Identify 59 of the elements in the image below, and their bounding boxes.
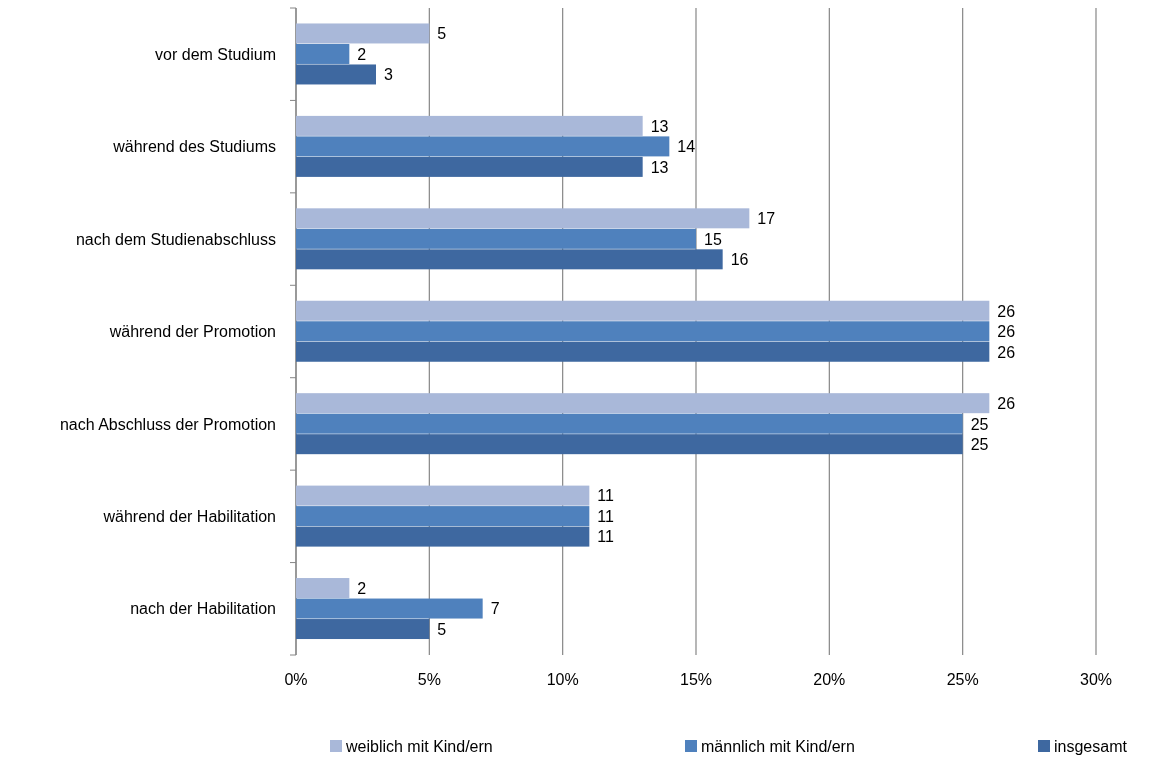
bar xyxy=(296,598,483,619)
data-label: 16 xyxy=(730,251,749,269)
data-label: 13 xyxy=(650,158,669,176)
data-label: 11 xyxy=(597,507,615,525)
bar xyxy=(296,434,963,455)
data-label: 3 xyxy=(384,66,393,84)
bar xyxy=(296,485,590,506)
bar xyxy=(296,208,750,229)
data-label: 7 xyxy=(490,600,500,618)
x-tick-label: 25% xyxy=(946,671,979,688)
bar xyxy=(296,228,696,249)
y-tick-label: während des Studiums xyxy=(112,138,276,156)
data-label: 13 xyxy=(650,117,669,135)
data-label: 17 xyxy=(757,210,776,228)
bar xyxy=(296,526,590,547)
data-label: 2 xyxy=(357,45,367,63)
bar xyxy=(296,321,990,342)
bar xyxy=(296,136,670,157)
data-label: 5 xyxy=(437,620,447,638)
y-tick-label: vor dem Studium xyxy=(155,45,276,63)
data-label: 11 xyxy=(597,487,615,505)
data-label: 26 xyxy=(997,323,1016,341)
y-tick-label: nach dem Studienabschluss xyxy=(75,230,276,248)
bar xyxy=(296,156,643,177)
bar xyxy=(296,578,350,599)
data-label: 25 xyxy=(970,436,989,454)
data-label: 11 xyxy=(597,528,615,546)
bar xyxy=(296,393,990,414)
bar xyxy=(296,300,990,321)
bar xyxy=(296,506,590,527)
data-label: 2 xyxy=(357,579,367,597)
x-tick-label: 5% xyxy=(417,671,441,688)
data-label: 26 xyxy=(997,343,1016,361)
y-tick-label: während der Promotion xyxy=(108,323,276,341)
data-label: 25 xyxy=(970,415,989,433)
legend-label: insgesamt xyxy=(1054,738,1128,755)
data-label: 26 xyxy=(997,302,1016,320)
data-label: 26 xyxy=(997,395,1016,413)
y-tick-label: nach Abschluss der Promotion xyxy=(59,415,276,433)
legend-label: männlich mit Kind/ern xyxy=(701,738,855,755)
data-label: 15 xyxy=(704,230,722,248)
data-label: 5 xyxy=(437,25,447,43)
x-tick-label: 30% xyxy=(1079,671,1113,688)
bar xyxy=(296,23,430,44)
legend-label: weiblich mit Kind/ern xyxy=(345,738,493,755)
y-tick-label: während der Habilitation xyxy=(102,507,276,525)
x-tick-label: 20% xyxy=(813,671,846,688)
y-tick-label: nach der Habilitation xyxy=(130,600,276,618)
bar xyxy=(296,413,963,434)
x-tick-label: 15% xyxy=(679,671,713,688)
x-tick-label: 0% xyxy=(284,671,308,688)
bar xyxy=(296,619,430,640)
bar xyxy=(296,341,990,362)
bar xyxy=(296,43,350,64)
bar xyxy=(296,115,643,136)
data-label: 14 xyxy=(677,138,696,156)
bar xyxy=(296,64,376,85)
bar xyxy=(296,249,723,270)
x-tick-label: 10% xyxy=(546,671,579,688)
